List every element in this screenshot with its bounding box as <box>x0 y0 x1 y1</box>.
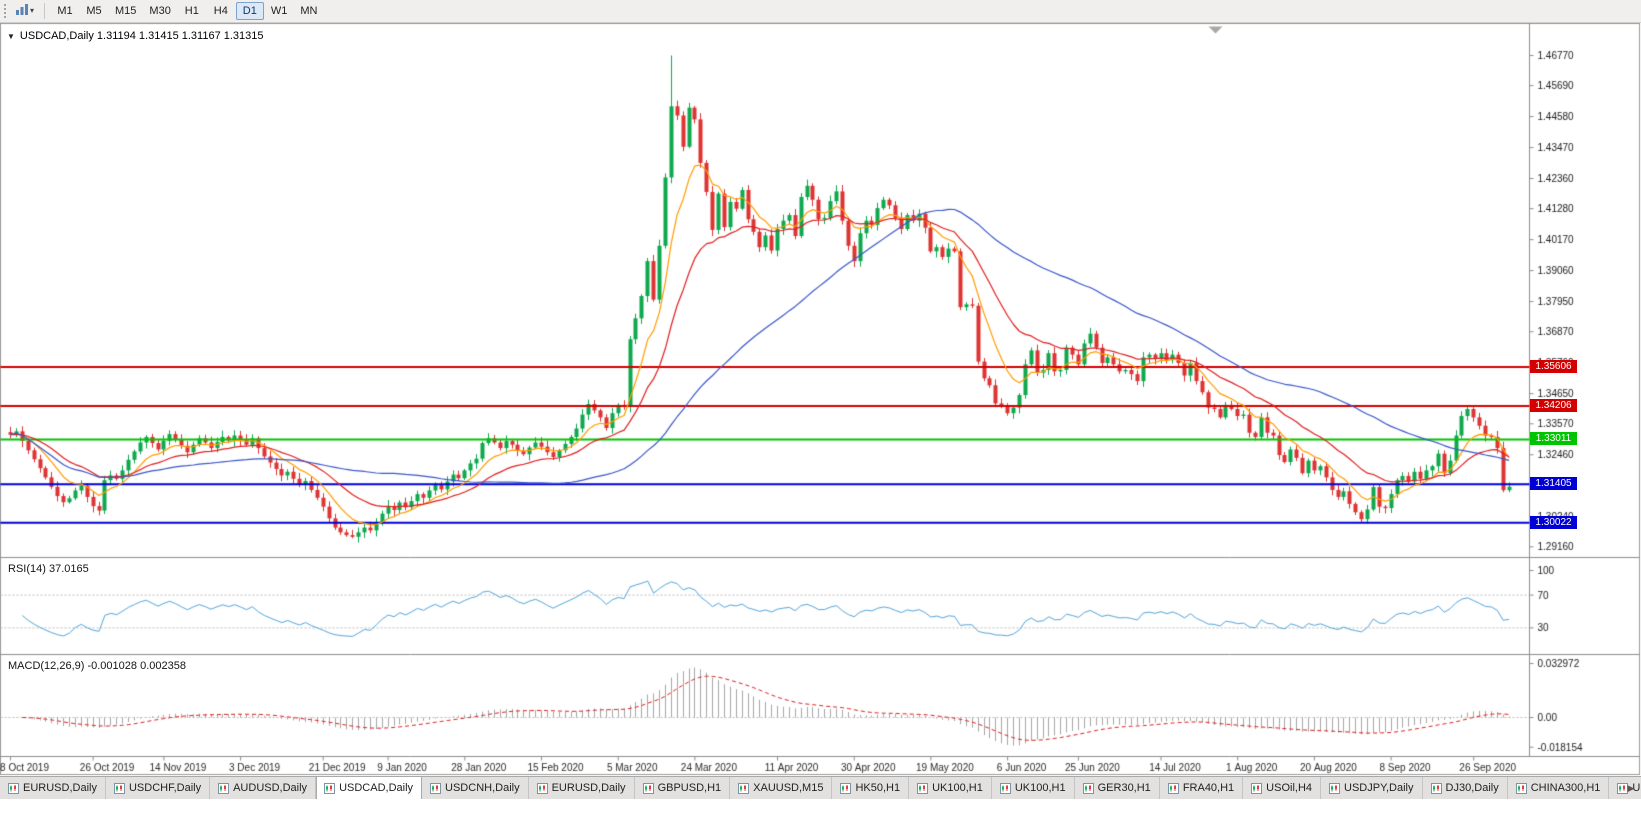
tab-label: EURUSD,Daily <box>551 782 626 794</box>
timeframe-button-h4[interactable]: H4 <box>213 5 228 17</box>
price-tag-1.34206[interactable]: 1.34206 <box>1530 399 1577 413</box>
chart-tab-icon <box>113 782 125 794</box>
collapse-caret-icon[interactable]: ▼ <box>7 31 15 41</box>
tab-usdcnh-daily[interactable]: USDCNH,Daily <box>422 777 529 799</box>
tab-usoil-h[interactable]: USOil,H <box>1609 777 1641 799</box>
timeframe-toolbar: ▾ M1 M5 M15 M30 H1 H4 D1 W1 MN <box>0 0 1641 23</box>
timeframe-buttons: M1 M5 M15 M30 H1 H4 D1 W1 MN <box>51 2 323 20</box>
rsi-label: RSI(14) 37.0165 <box>8 563 89 575</box>
chart-tabs: EURUSD,Daily USDCHF,Daily AUDUSD,Daily USDC… <box>0 777 1641 799</box>
chart-tab-icon <box>1167 782 1179 794</box>
chart-region: ▼ USDCAD,Daily 1.31194 1.31415 1.31167 1… <box>0 23 1641 776</box>
tab-usdchf-daily[interactable]: USDCHF,Daily <box>105 777 211 799</box>
tab-label: FRA40,H1 <box>1182 782 1235 794</box>
timeframe-button-d1[interactable]: D1 <box>235 2 264 20</box>
chart-title-text: USDCAD,Daily 1.31194 1.31415 1.31167 1.3… <box>19 30 264 42</box>
price-tag-1.30022[interactable]: 1.30022 <box>1530 515 1577 529</box>
chart-tab-icon <box>430 782 442 794</box>
tab-uk100-h1[interactable]: UK100,H1 <box>909 777 992 799</box>
chart-tab-icon <box>1430 782 1442 794</box>
tab-fra40-h1[interactable]: FRA40,H1 <box>1159 777 1244 799</box>
chart-tab-icon <box>917 782 929 794</box>
tab-label: XAUUSD,M15 <box>753 782 824 794</box>
tab-label: UK100,H1 <box>1014 782 1066 794</box>
tab-label: CHINA300,H1 <box>1530 782 1601 794</box>
tab-usdcad-daily[interactable]: USDCAD,Daily <box>316 777 423 799</box>
timeframe-button-m5[interactable]: M5 <box>86 5 102 17</box>
chart-tabs-bar: EURUSD,Daily USDCHF,Daily AUDUSD,Daily USDC… <box>0 776 1641 799</box>
timeframe-button-h1[interactable]: H1 <box>184 5 199 17</box>
tab-eurusd-daily[interactable]: EURUSD,Daily <box>0 777 106 799</box>
tab-label: AUDUSD,Daily <box>233 782 308 794</box>
tab-usdjpy-daily[interactable]: USDJPY,Daily <box>1321 777 1423 799</box>
chart-tab-icon <box>1251 782 1263 794</box>
chart-title: ▼ USDCAD,Daily 1.31194 1.31415 1.31167 1… <box>7 30 264 42</box>
tab-label: GBPUSD,H1 <box>657 782 722 794</box>
tab-label: USDCNH,Daily <box>445 782 520 794</box>
chart-tab-icon <box>1082 782 1094 794</box>
chart-type-button[interactable]: ▾ <box>11 0 38 23</box>
tab-label: USDCAD,Daily <box>339 782 414 794</box>
timeframe-button-m1[interactable]: M1 <box>57 5 73 17</box>
tab-label: USDCHF,Daily <box>128 782 202 794</box>
price-tag-1.33011[interactable]: 1.33011 <box>1530 432 1577 446</box>
tab-uk100-h1[interactable]: UK100,H1 <box>991 777 1075 799</box>
chart-tab-icon <box>1617 782 1629 794</box>
toolbar-separator <box>44 3 46 19</box>
timeframe-button-mn[interactable]: MN <box>300 5 318 17</box>
bar-chart-icon <box>15 2 29 21</box>
chart-tab-icon <box>999 782 1011 794</box>
tab-xauusd-m15[interactable]: XAUUSD,M15 <box>730 777 833 799</box>
timeframe-button-m15[interactable]: M15 <box>115 5 137 17</box>
tab-label: HK50,H1 <box>855 782 901 794</box>
macd-label: MACD(12,26,9) -0.001028 0.002358 <box>8 660 186 672</box>
tab-label: UK100,H1 <box>932 782 983 794</box>
tab-scroll-right-button[interactable]: ▶ <box>1627 782 1635 793</box>
chart-tab-icon <box>1329 782 1341 794</box>
price-tag-1.35606[interactable]: 1.35606 <box>1530 359 1577 373</box>
chart-tab-icon <box>324 782 336 794</box>
tab-dj30-daily[interactable]: DJ30,Daily <box>1422 777 1508 799</box>
tab-label: GER30,H1 <box>1097 782 1151 794</box>
tab-label: USOil,H4 <box>1266 782 1313 794</box>
tab-usoil-h4[interactable]: USOil,H4 <box>1243 777 1322 799</box>
timeframe-button-w1[interactable]: W1 <box>270 5 288 17</box>
chart-tab-icon <box>218 782 230 794</box>
tab-ger30-h1[interactable]: GER30,H1 <box>1074 777 1160 799</box>
chart-tab-icon <box>840 782 852 794</box>
chart-tab-icon <box>536 782 548 794</box>
tab-eurusd-daily[interactable]: EURUSD,Daily <box>528 777 635 799</box>
tab-gbpusd-h1[interactable]: GBPUSD,H1 <box>634 777 731 799</box>
timeframe-button-m30[interactable]: M30 <box>149 5 171 17</box>
tab-label: EURUSD,Daily <box>23 782 97 794</box>
toolbar-grip[interactable] <box>3 3 7 19</box>
price-chart-canvas[interactable] <box>0 23 1641 776</box>
chart-tab-icon <box>1515 782 1527 794</box>
tab-label: DJ30,Daily <box>1445 782 1499 794</box>
chart-tab-icon <box>642 782 654 794</box>
chart-tab-icon <box>738 782 750 794</box>
tab-audusd-daily[interactable]: AUDUSD,Daily <box>210 777 317 799</box>
chart-dropdown-caret-icon[interactable]: ▾ <box>30 6 35 15</box>
tab-label: USDJPY,Daily <box>1344 782 1414 794</box>
tab-hk50-h1[interactable]: HK50,H1 <box>832 777 910 799</box>
tab-china300-h1[interactable]: CHINA300,H1 <box>1507 777 1610 799</box>
price-tag-1.31405[interactable]: 1.31405 <box>1530 477 1577 491</box>
tab-label: USOil,H <box>1632 782 1641 794</box>
chart-tab-icon <box>8 782 19 794</box>
